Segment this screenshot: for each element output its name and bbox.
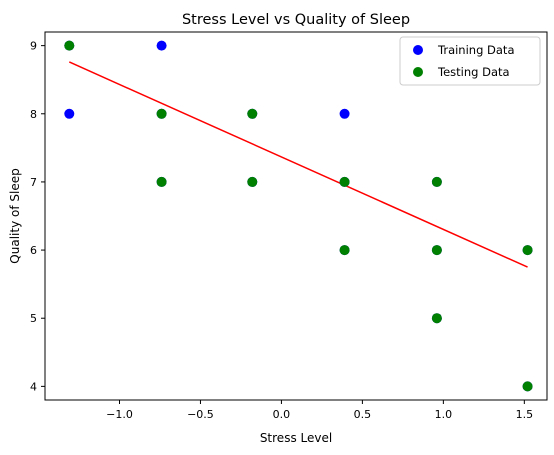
legend-label-testing: Testing Data [437,65,510,79]
legend-marker-testing [413,67,423,77]
y-tick-label: 7 [30,176,37,189]
testing-data-point [247,108,258,119]
x-tick-label: 0.5 [354,408,372,421]
x-axis-label: Stress Level [260,431,332,445]
chart-title: Stress Level vs Quality of Sleep [182,12,410,28]
legend-label-training: Training Data [437,43,515,57]
x-tick-label: 0.0 [273,408,291,421]
plot-frame [44,31,548,401]
x-axis: −1.0 −0.5 0.0 0.5 1.0 1.5 [106,400,533,421]
y-tick-label: 5 [30,312,37,325]
testing-data-point [522,381,533,392]
testing-data-point [431,176,442,187]
legend-marker-training [413,45,423,55]
x-tick-label: 1.5 [516,408,534,421]
testing-data-point [156,176,167,187]
regression-line [68,61,528,268]
testing-data-point [339,176,350,187]
y-tick-label: 4 [30,380,37,393]
testing-data-point [156,108,167,119]
testing-data-point [339,245,350,256]
regression-line-layer [68,61,528,268]
testing-data-point [522,245,533,256]
y-tick-label: 9 [30,40,37,53]
testing-data-point [431,313,442,324]
y-tick-label: 6 [30,244,37,257]
training-data-point [64,108,75,119]
testing-data-point [247,176,258,187]
testing-data-point [64,40,75,51]
x-tick-label: −1.0 [106,408,133,421]
y-tick-label: 8 [30,108,37,121]
training-data-point [156,40,167,51]
testing-data-point [431,245,442,256]
legend: Training Data Testing Data [399,36,541,86]
plot-area [44,31,548,401]
training-data-point [339,108,350,119]
legend-box [399,36,541,86]
y-axis: 4 5 6 7 8 9 [30,40,45,393]
scatter-points-layer [64,40,533,392]
x-tick-label: −0.5 [187,408,214,421]
x-tick-label: 1.0 [435,408,453,421]
y-axis-label: Quality of Sleep [8,168,22,263]
